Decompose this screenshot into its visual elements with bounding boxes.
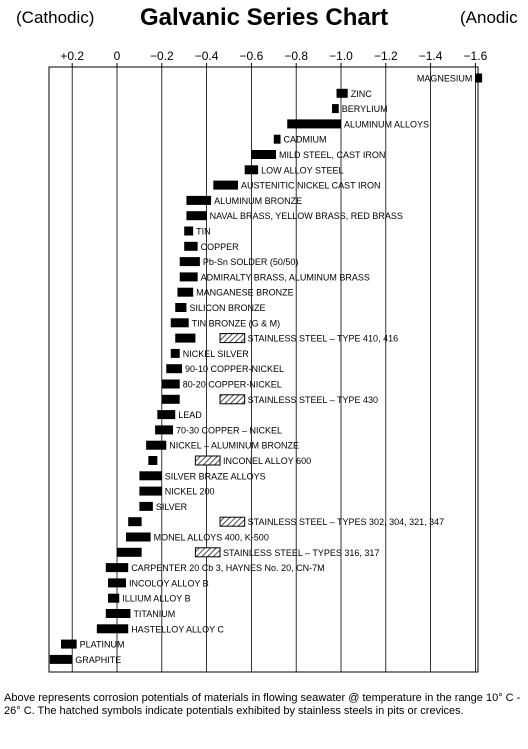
material-label: LEAD <box>178 410 202 420</box>
potential-bar <box>179 272 198 282</box>
hatched-potential-bar <box>219 333 246 344</box>
potential-bar <box>61 639 77 649</box>
potential-bar <box>175 303 187 312</box>
potential-bar <box>166 364 182 374</box>
potential-bar <box>117 547 142 557</box>
material-label: ADMIRALTY BRASS, ALUMINUM BRASS <box>201 272 370 282</box>
material-label: MILD STEEL, CAST IRON <box>279 150 385 160</box>
x-tick-label: −1.4 <box>419 49 443 63</box>
x-tick-label: −1.0 <box>329 49 353 63</box>
material-label: NICKEL SILVER <box>183 349 250 359</box>
material-label: CARPENTER 20 Cb 3, HAYNES No. 20, CN-7M <box>131 563 324 573</box>
potential-bar <box>186 195 212 205</box>
material-label: SILVER BRAZE ALLOYS <box>165 471 266 481</box>
potential-bar <box>139 486 162 496</box>
potential-bar <box>170 348 180 358</box>
potential-bar <box>175 333 196 343</box>
material-label: MAGNESIUM <box>417 74 473 84</box>
material-label: NAVAL BRASS, YELLOW BRASS, RED BRASS <box>210 211 403 221</box>
potential-bar <box>125 532 151 542</box>
x-tick-label: −0.8 <box>284 49 308 63</box>
hatched-potential-bar <box>219 516 246 527</box>
potential-bar <box>475 73 483 83</box>
potential-bar <box>170 318 189 328</box>
material-label: BERYLIUM <box>342 104 388 114</box>
potential-bar <box>157 410 176 420</box>
x-tick-label: −0.4 <box>195 49 219 63</box>
potential-bar <box>177 287 194 297</box>
potential-bar <box>184 226 194 236</box>
potential-bar <box>139 501 153 511</box>
anodic-note: (Anodic <box>460 8 518 27</box>
potential-bar <box>244 165 259 175</box>
potential-bar <box>146 440 167 450</box>
material-label: 80-20 COPPER-NICKEL <box>183 380 282 390</box>
chart-title: Galvanic Series Chart <box>139 4 389 31</box>
potential-bar <box>128 517 142 527</box>
material-label: CADMIUM <box>284 135 327 145</box>
x-tick-label: −1.2 <box>374 49 398 63</box>
material-label: 70-30 COPPER – NICKEL <box>176 425 282 435</box>
material-label: HASTELLOY ALLOY C <box>131 624 224 634</box>
material-label: STAINLESS STEEL – TYPES 316, 317 <box>223 548 379 558</box>
material-label: ILLIUM ALLOY B <box>122 594 190 604</box>
potential-bar <box>179 257 200 267</box>
material-label: Pb-Sn SOLDER (50/50) <box>203 257 299 267</box>
material-label: COPPER <box>201 242 240 252</box>
material-label: ALUMINUM BRONZE <box>214 196 302 206</box>
footer-note: Above represents corrosion potentials of… <box>4 692 521 717</box>
potential-bar <box>108 578 126 588</box>
potential-bar <box>108 593 120 603</box>
potential-bar <box>155 425 173 435</box>
plot-frame <box>48 66 479 673</box>
material-label: STAINLESS STEEL – TYPE 430 <box>248 395 378 405</box>
x-tick-label: −0.2 <box>150 49 174 63</box>
material-label: PLATINUM <box>80 640 125 650</box>
x-tick-label: −0.6 <box>240 49 264 63</box>
potential-bar <box>96 624 129 634</box>
hatched-potential-bar <box>194 455 221 466</box>
potential-bar <box>49 654 73 664</box>
material-label: ZINC <box>351 89 372 99</box>
material-label: LOW ALLOY STEEL <box>261 165 343 175</box>
x-tick-label: +0.2 <box>60 49 84 63</box>
potential-bar <box>139 471 162 481</box>
material-label: TITANIUM <box>133 609 175 619</box>
material-label: TIN BRONZE (G & M) <box>192 318 281 328</box>
material-label: AUSTENITIC NICKEL CAST IRON <box>241 181 381 191</box>
material-label: NICKEL – ALUMINUM BRONZE <box>169 441 299 451</box>
potential-bar <box>273 134 281 144</box>
potential-bar <box>105 609 131 618</box>
material-label: NICKEL 200 <box>165 487 215 497</box>
material-label: 90-10 COPPER-NICKEL <box>185 364 284 374</box>
material-label: TIN <box>196 227 211 237</box>
potential-bar <box>148 456 158 465</box>
hatched-potential-bar <box>194 547 221 558</box>
material-label: MANGANESE BRONZE <box>196 288 294 298</box>
material-label: MONEL ALLOYS 400, K-500 <box>154 533 269 543</box>
hatched-potential-bar <box>219 394 246 405</box>
material-label: STAINLESS STEEL – TYPE 410, 416 <box>248 334 398 344</box>
material-label: ALUMINUM ALLOYS <box>344 119 429 129</box>
material-label: INCOLOY ALLOY B <box>129 578 209 588</box>
potential-bar <box>332 104 339 114</box>
material-label: INCONEL ALLOY 600 <box>223 456 311 466</box>
cathodic-note: (Cathodic) <box>16 8 95 27</box>
x-tick-label: 0 <box>114 49 121 63</box>
potential-bar <box>161 394 180 404</box>
material-label: SILICON BRONZE <box>189 303 265 313</box>
potential-bar <box>251 150 277 159</box>
potential-bar <box>105 563 129 573</box>
potential-bar <box>161 379 180 389</box>
potential-bar <box>336 88 348 98</box>
material-label: GRAPHITE <box>75 655 121 665</box>
material-label: SILVER <box>156 502 188 512</box>
potential-bar <box>287 119 341 129</box>
galvanic-chart: +0.2 0 −0.2 −0.4 −0.6 −0.8 −1.0 −1.2 −1.4 −1.6 MA… <box>48 49 488 673</box>
potential-bar <box>186 211 207 221</box>
potential-bar <box>213 180 238 190</box>
material-label: STAINLESS STEEL – TYPES 302, 304, 321, 3… <box>248 517 444 527</box>
x-tick-label: −1.6 <box>464 49 488 63</box>
potential-bar <box>184 241 198 251</box>
